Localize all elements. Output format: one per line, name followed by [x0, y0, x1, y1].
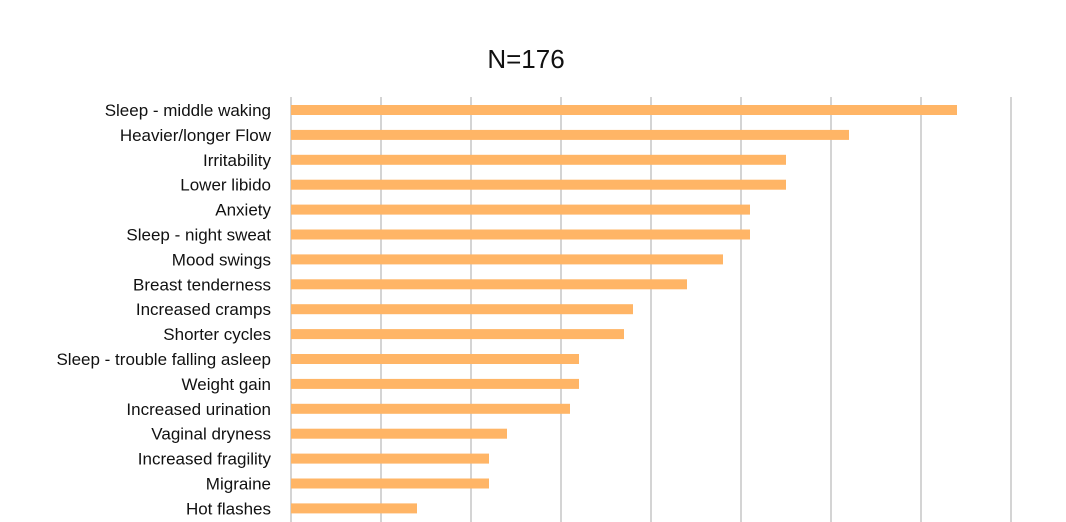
bar: [291, 229, 750, 240]
bar: [291, 179, 786, 190]
bar: [291, 279, 687, 290]
bar: [291, 478, 489, 489]
bar: [291, 453, 489, 464]
bar: [291, 403, 570, 414]
bar: [291, 154, 786, 165]
category-label: Increased cramps: [136, 300, 271, 319]
category-label: Hot flashes: [186, 499, 271, 518]
category-label: Weight gain: [182, 375, 271, 394]
category-label: Mood swings: [172, 250, 271, 269]
category-label: Shorter cycles: [163, 325, 271, 344]
bar: [291, 378, 579, 389]
category-label: Sleep - trouble falling asleep: [56, 350, 271, 369]
category-label: Irritability: [203, 151, 272, 170]
bar: [291, 428, 507, 439]
category-label: Anxiety: [215, 201, 271, 220]
bar: [291, 304, 633, 315]
category-label: Increased urination: [126, 400, 271, 419]
category-label: Migraine: [206, 475, 271, 494]
bar: [291, 503, 417, 514]
category-label: Lower libido: [180, 176, 271, 195]
category-label: Sleep - night sweat: [126, 226, 271, 245]
chart-title: N=176: [487, 44, 565, 74]
category-label: Increased fragility: [138, 450, 272, 469]
category-label: Vaginal dryness: [151, 425, 271, 444]
bar: [291, 254, 723, 265]
category-label: Heavier/longer Flow: [120, 126, 272, 145]
bar: [291, 105, 957, 115]
bar: [291, 204, 750, 215]
bar: [291, 129, 849, 140]
category-label: Sleep - middle waking: [105, 101, 271, 120]
bar: [291, 354, 579, 364]
category-label: Breast tenderness: [133, 275, 271, 294]
bar: [291, 329, 624, 340]
category-labels: Sleep - middle waking Heavier/longer Flow…: [56, 101, 271, 518]
bars: [291, 105, 957, 514]
